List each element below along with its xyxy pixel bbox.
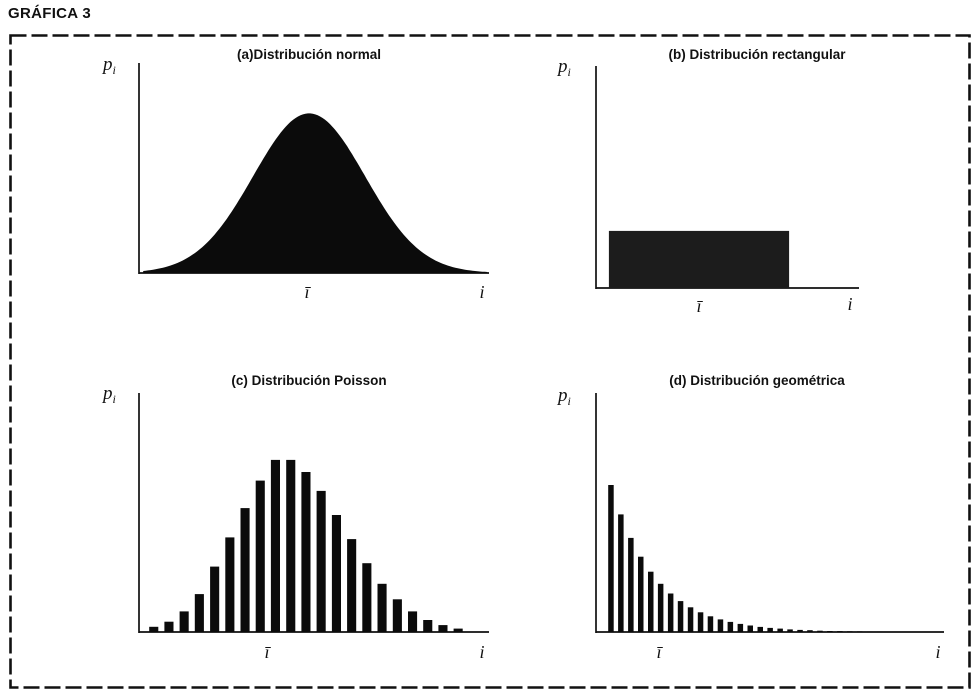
distribution-bar (787, 629, 793, 632)
distribution-bar (817, 630, 823, 632)
distribution-bar (194, 594, 204, 632)
distribution-bar (657, 583, 664, 632)
distribution-bar (707, 616, 714, 632)
xtick-i-poisson: i (479, 642, 485, 662)
distribution-bar (857, 631, 863, 632)
distribution-bar (408, 611, 418, 632)
y-label-sub-i: i (567, 65, 571, 79)
distribution-bar (677, 601, 684, 632)
distribution-bar (149, 626, 159, 632)
distribution-bar (727, 621, 734, 632)
distribution-bar (797, 629, 803, 632)
distribution-bar (827, 631, 833, 632)
y-label-sub-i: i (112, 392, 116, 406)
distribution-bar (210, 566, 220, 632)
xtick-i-normal: i (479, 282, 485, 302)
distribution-bar (747, 625, 753, 632)
distribution-bar (377, 583, 387, 632)
xtick-i-geometric: i (935, 642, 941, 662)
distribution-bar (240, 508, 250, 632)
distribution-bar (179, 611, 189, 632)
distribution-bar (423, 620, 433, 632)
distribution-bar (270, 459, 280, 632)
distribution-bar (767, 627, 773, 632)
distribution-bar (867, 631, 873, 632)
distribution-bar (807, 630, 813, 632)
figure-border-box: (a)Distribución normal pi ī i (b) Distri… (9, 34, 971, 690)
distribution-bar (331, 515, 341, 632)
figure-label: GRÁFICA 3 (8, 5, 91, 22)
distribution-bar (225, 537, 235, 632)
figure-dashed-border (9, 34, 971, 689)
distribution-bar (837, 631, 843, 632)
y-label-p: p (558, 385, 568, 406)
distribution-bar (737, 623, 744, 632)
distribution-bar (628, 537, 634, 632)
y-label-p: p (103, 54, 113, 75)
normal-curve-area (143, 113, 488, 274)
y-label-sub-i: i (567, 394, 571, 408)
y-axis-label-rectangular: pi (558, 56, 571, 80)
distribution-bar (608, 485, 614, 632)
distribution-bar (648, 571, 654, 632)
distribution-bar (847, 631, 853, 632)
distribution-bar (255, 480, 265, 632)
y-axis-label-normal: pi (103, 54, 116, 78)
y-label-sub-i: i (112, 63, 116, 77)
distribution-bar (316, 490, 326, 632)
distribution-bar (392, 599, 402, 632)
distribution-bar (757, 626, 763, 632)
y-axis-label-poisson: pi (103, 383, 116, 407)
xtick-i-rectangular: i (847, 294, 853, 314)
distribution-bar (687, 607, 694, 632)
distribution-bar (347, 539, 357, 632)
distribution-bar (618, 514, 624, 632)
xtick-mean-poisson: ī (264, 642, 270, 662)
chart-title-normal: (a)Distribución normal (236, 47, 381, 62)
distribution-bar (876, 631, 883, 632)
y-label-p: p (103, 383, 113, 404)
distribution-bar (453, 628, 463, 632)
distribution-bar (438, 625, 448, 632)
distribution-bar (777, 628, 783, 632)
distribution-bar (638, 556, 644, 632)
distribution-bar (717, 619, 724, 632)
distribution-bar (667, 593, 674, 632)
figure-canvas (9, 34, 971, 689)
distribution-bar (164, 621, 174, 632)
distribution-bar (301, 472, 311, 632)
y-label-p: p (558, 56, 568, 77)
distribution-bar (286, 459, 296, 632)
chart-title-geometric: (d) Distribución geométrica (669, 373, 845, 388)
chart-title-rectangular: (b) Distribución rectangular (668, 47, 846, 62)
distribution-bar (362, 563, 372, 632)
y-axis-label-geometric: pi (558, 385, 571, 409)
xtick-mean-normal: ī (304, 282, 310, 302)
chart-title-poisson: (c) Distribución Poisson (231, 373, 387, 388)
xtick-mean-geometric: ī (656, 642, 662, 662)
xtick-mean-rectangular: ī (696, 296, 702, 316)
distribution-bar (697, 612, 704, 632)
uniform-distribution-rect (608, 230, 790, 288)
